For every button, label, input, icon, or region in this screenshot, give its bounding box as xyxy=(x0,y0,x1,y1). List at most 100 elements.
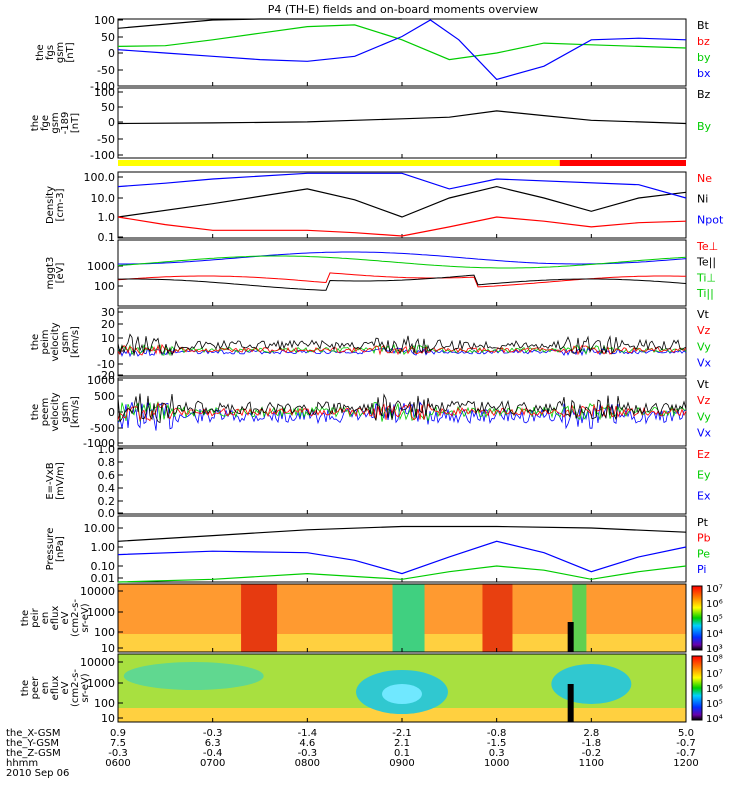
y-axis-label: fge xyxy=(40,115,51,131)
footer-value-z: -0.2 xyxy=(582,748,602,759)
y-axis-label: gsm xyxy=(55,42,66,63)
y-axis-label: gsm xyxy=(50,112,61,133)
velocity-trace-peem xyxy=(117,393,687,424)
footer-value-t: 0800 xyxy=(295,758,320,769)
y-tick-label: 0 xyxy=(108,47,115,60)
panel-efield: 1.00.80.60.40.20.0 E=-VxB [mV/m] Ez Ey Ex xyxy=(45,443,711,520)
legend-entry: Ti⊥ xyxy=(696,271,716,284)
velocity-trace-peim xyxy=(117,333,687,357)
y-tick-label: 1.00 xyxy=(91,541,116,554)
footer-value-z: 0.3 xyxy=(489,748,505,759)
legend-entry: Vz xyxy=(697,324,711,337)
y-tick-label: 100.0 xyxy=(84,171,116,184)
y-tick-label: 0.4 xyxy=(98,482,116,495)
spectrogram-band xyxy=(392,584,425,652)
y-axis-label: the xyxy=(30,334,41,350)
y-tick-label: 10 xyxy=(101,332,115,345)
y-axis-label: Pressure xyxy=(45,528,56,571)
y-axis-label: peem xyxy=(40,398,51,426)
colorbar-label: 10⁷ xyxy=(706,584,723,595)
legend-entry: by xyxy=(697,51,711,64)
footer-value-t: 0600 xyxy=(105,758,130,769)
y-axis-label: en xyxy=(40,682,51,695)
y-axis-label: mggt3 xyxy=(45,257,56,290)
legend-entry: Ex xyxy=(697,489,711,502)
y-axis-label: -189 xyxy=(60,112,71,135)
y-tick-label: -500 xyxy=(90,422,115,435)
colorbar-label: 10⁷ xyxy=(706,669,723,680)
velocity-trace-peem xyxy=(117,401,686,422)
y-tick-label: 100 xyxy=(94,86,115,99)
peer-spectrogram xyxy=(118,654,686,722)
footer-value-t: 1000 xyxy=(484,758,509,769)
colorbar-label: 10⁶ xyxy=(706,599,723,610)
footer-row-label: the_Y-GSM xyxy=(6,738,59,749)
figure-title: P4 (TH-E) fields and on-board moments ov… xyxy=(268,3,539,16)
legend-entry: Pt xyxy=(697,516,709,529)
legend-entry: Ti|| xyxy=(696,287,714,300)
y-tick-label: 0.10 xyxy=(91,560,116,573)
y-tick-label: 1000 xyxy=(87,606,115,619)
colorbar-label: 10⁵ xyxy=(706,614,723,625)
footer-value-z: -0.3 xyxy=(298,748,318,759)
y-axis-label: eflux xyxy=(50,606,61,631)
series-line-density-ne xyxy=(117,216,687,237)
temperature-trace xyxy=(118,274,687,291)
legend-entry: Vt xyxy=(697,378,710,391)
legend-entry: Pi xyxy=(697,563,706,576)
legend-entry: Vy xyxy=(697,410,711,423)
footer-row-label: the_X-GSM xyxy=(6,728,60,739)
y-tick-label: -50 xyxy=(97,64,115,77)
spectrogram-band xyxy=(118,708,686,722)
y-axis-label: peer xyxy=(30,676,41,700)
series-line-density-ni xyxy=(117,185,687,218)
legend-entry: Ne xyxy=(697,172,712,185)
panel-density: 100.0 10.0 1.0 0.1 Density [cm-3] Ne Ni Npot xyxy=(45,171,724,244)
y-tick-label: 0.0 xyxy=(98,507,116,520)
y-axis-label: (cm2-s- xyxy=(70,669,81,707)
y-tick-label: 0.01 xyxy=(91,572,116,585)
footer-value-y: 7.5 xyxy=(110,738,126,749)
y-tick-label: 50 xyxy=(101,31,115,44)
panel-frame xyxy=(117,239,687,307)
spectrogram-gap xyxy=(567,684,574,722)
y-tick-label: 1000 xyxy=(87,260,115,273)
y-tick-label: 0.6 xyxy=(98,469,116,482)
footer-value-z: 0.1 xyxy=(394,748,410,759)
spectrogram-band xyxy=(572,584,587,652)
panel-peem: 1000 500 0 -500 -1000 the peem velocity gsm [km/s… xyxy=(30,374,712,450)
y-axis-label: [mV/m] xyxy=(55,462,66,500)
y-axis-label: peim xyxy=(40,329,51,354)
colorbar-label: 10³ xyxy=(706,644,723,655)
footer-value-x: -0.3 xyxy=(203,728,223,739)
panel-frame xyxy=(117,447,687,515)
panel-pressure: 10.00 1.00 0.100.01 Pressure [nPa] Pt Pb Pe Pi xyxy=(45,515,711,585)
y-axis-label: the xyxy=(30,115,41,131)
y-axis-label: peir xyxy=(30,607,41,627)
legend-entry: Ni xyxy=(697,193,708,206)
series-line-fgs-bx xyxy=(117,19,687,81)
legend-entry: Vx xyxy=(697,357,712,370)
series-line-fgs-by xyxy=(117,24,687,61)
mode-bar-segment xyxy=(559,160,686,166)
y-tick-label: 10 xyxy=(101,642,115,655)
y-axis-label: (cm2-s- xyxy=(70,599,81,637)
legend-entry: Te⊥ xyxy=(696,240,718,253)
y-axis-label: sr-eV) xyxy=(80,603,91,632)
panel-fgs: 100 50 0 -50 -100 the fgs gsm [nT] Bt bz by bx xyxy=(35,14,711,93)
y-axis-label: eV xyxy=(60,681,71,694)
footer-row-label: hhmm xyxy=(6,758,38,769)
y-tick-label: 10.0 xyxy=(91,192,116,205)
y-axis-label: sr-eV) xyxy=(80,673,91,702)
footer-value-z: -0.7 xyxy=(676,748,696,759)
peir-spectrogram xyxy=(118,584,686,652)
y-tick-label: 500 xyxy=(94,390,115,403)
colorbar-label: 10⁴ xyxy=(706,714,723,725)
colorbar-label: 10⁸ xyxy=(706,654,723,665)
y-tick-label: -100 xyxy=(90,80,115,93)
footer-value-y: 6.3 xyxy=(205,738,221,749)
y-tick-label: 30 xyxy=(101,306,115,319)
legend-entry: Bz xyxy=(697,88,711,101)
spectrogram-gap xyxy=(567,622,574,652)
